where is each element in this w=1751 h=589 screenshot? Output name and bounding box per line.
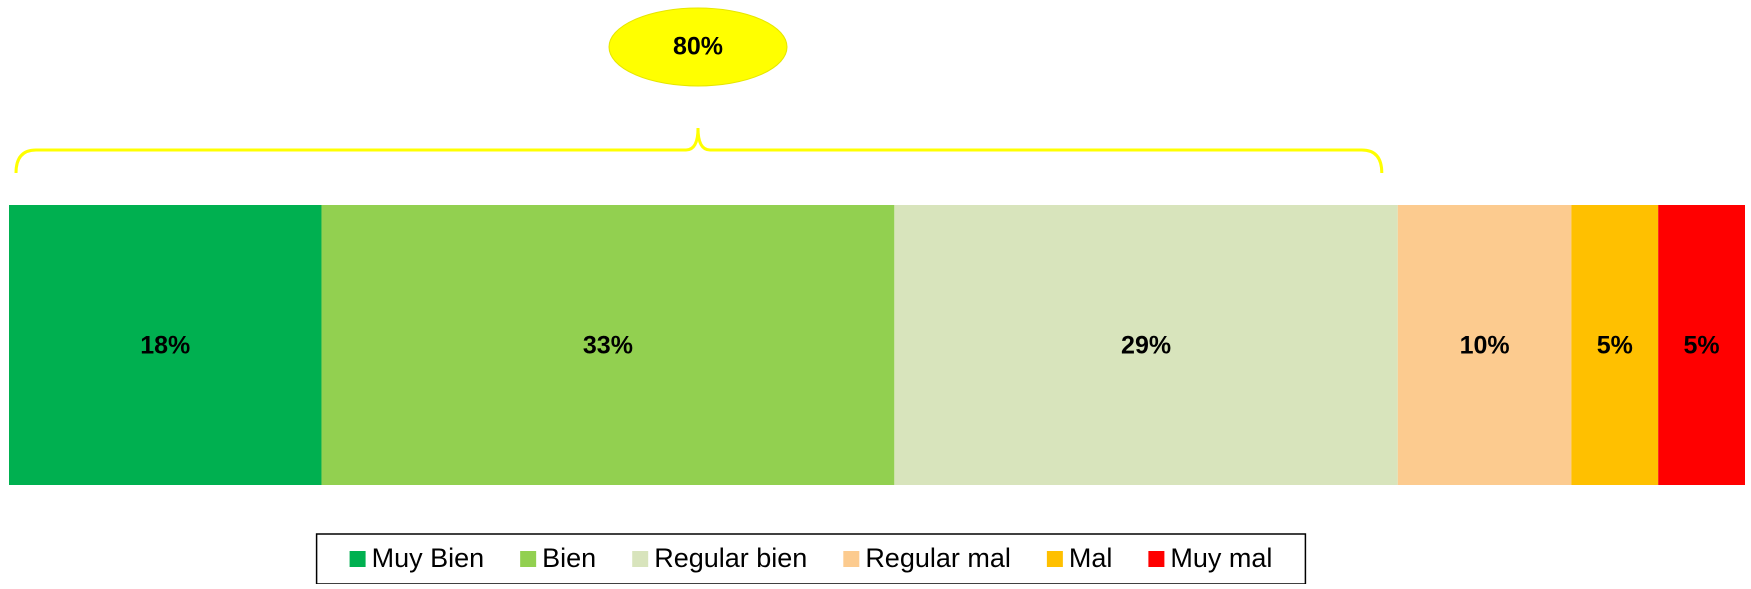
legend-swatch	[1046, 551, 1063, 567]
value-label: 29%	[1121, 332, 1171, 360]
bracket	[14, 127, 1384, 174]
annotation-label: 80%	[673, 33, 723, 61]
annotation-bubble	[608, 7, 788, 87]
value-label: 5%	[1684, 332, 1720, 360]
legend-label: Bien	[542, 543, 596, 573]
legend-swatch	[349, 551, 366, 567]
value-label: 5%	[1597, 332, 1633, 360]
legend-swatch	[843, 551, 860, 567]
bar-segment	[1658, 205, 1745, 485]
bar-segment	[894, 205, 1398, 485]
legend-label: Regular bien	[654, 543, 807, 573]
value-label: 10%	[1460, 332, 1510, 360]
bar-segment	[321, 205, 895, 485]
legend-swatch	[632, 551, 649, 567]
bar-segment	[1397, 205, 1572, 485]
value-label: 18%	[140, 332, 190, 360]
legend-label: Mal	[1069, 543, 1113, 573]
legend-label: Regular mal	[865, 543, 1011, 573]
bar-segment	[1571, 205, 1659, 485]
legend-swatch	[520, 551, 537, 567]
legend-label: Muy mal	[1170, 543, 1272, 573]
legend-label: Muy Bien	[372, 543, 485, 573]
value-label: 33%	[583, 332, 633, 360]
legend-swatch	[1148, 551, 1165, 567]
bar-segment	[9, 205, 322, 485]
